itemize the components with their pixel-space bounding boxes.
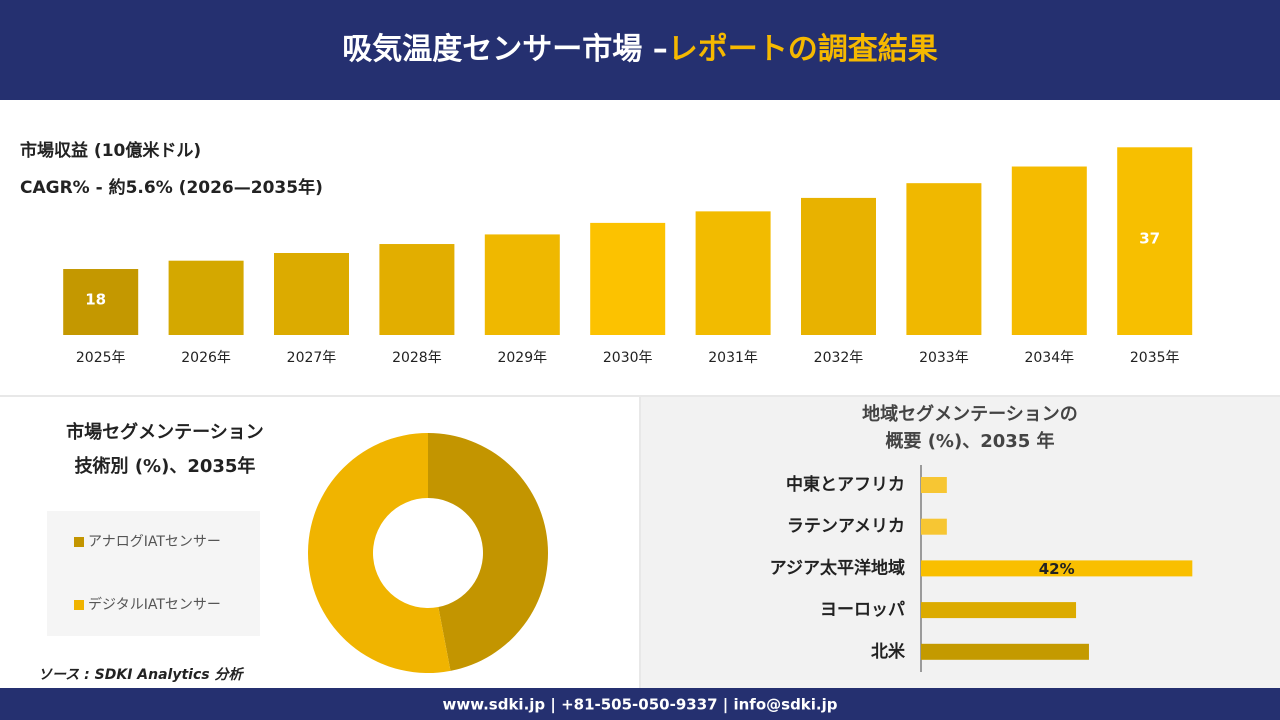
bar — [921, 560, 1193, 577]
x-tick-label: 2033年 — [919, 350, 969, 366]
x-tick-label: 2034年 — [1024, 350, 1074, 366]
legend-swatch — [74, 537, 84, 547]
bar — [590, 222, 666, 335]
x-tick-label: 2028年 — [392, 350, 442, 366]
chart-title: 地域セグメンテーションの — [862, 403, 1078, 425]
bar — [1011, 166, 1087, 335]
bar — [921, 602, 1077, 619]
right-panel — [641, 397, 1280, 688]
footer-contact: www.sdki.jp | +81-505-050-9337 | info@sd… — [442, 696, 837, 715]
chart-title: 市場セグメンテーション — [66, 421, 264, 443]
donut-slice — [307, 433, 451, 673]
x-tick-label: 2032年 — [814, 350, 864, 366]
x-tick-label: 2029年 — [497, 350, 547, 366]
source-note: ソース : SDKI Analytics 分析 — [38, 666, 244, 683]
y-tick-label: 中東とアフリカ — [786, 474, 905, 495]
bar — [484, 234, 560, 335]
bar — [906, 183, 982, 335]
data-label: 18 — [85, 291, 106, 309]
x-tick-label: 2026年 — [181, 350, 231, 366]
legend-swatch — [74, 600, 84, 610]
data-label: 37 — [1139, 230, 1160, 248]
bar — [63, 269, 139, 335]
bar — [921, 477, 947, 493]
bar — [274, 253, 349, 335]
chart-subtitle: CAGR% - 約5.6% (2026—2035年) — [20, 177, 323, 198]
x-tick-label: 2035年 — [1130, 350, 1180, 366]
bar — [921, 518, 947, 535]
bar — [695, 211, 771, 335]
bar — [168, 260, 244, 335]
data-label: 42% — [1039, 560, 1075, 578]
header-title: 吸気温度センサー市場 –レポートの調査結果 — [342, 32, 937, 67]
legend-box — [47, 511, 260, 636]
x-tick-label: 2031年 — [708, 350, 758, 366]
y-tick-label: ラテンアメリカ — [787, 517, 905, 537]
bar — [379, 244, 455, 335]
chart-title: 市場収益 (10億米ドル) — [20, 140, 201, 161]
y-tick-label: アジア太平洋地域 — [770, 557, 905, 578]
title-highlight: レポートの調査結果 — [668, 32, 938, 67]
x-tick-label: 2027年 — [287, 350, 337, 366]
legend-label: デジタルIATセンサー — [88, 596, 221, 613]
bar — [921, 643, 1089, 660]
bar — [801, 197, 876, 335]
x-tick-label: 2030年 — [603, 350, 653, 366]
chart-subtitle: 概要 (%)、2035 年 — [885, 430, 1054, 452]
title-main: 吸気温度センサー市場 – — [342, 32, 667, 67]
y-tick-label: ヨーロッパ — [820, 600, 905, 620]
y-tick-label: 北米 — [871, 641, 906, 662]
legend-label: アナログIATセンサー — [88, 534, 221, 550]
donut-slice — [428, 433, 548, 671]
x-tick-label: 2025年 — [76, 350, 126, 366]
header-band — [0, 0, 1280, 100]
chart-subtitle: 技術別 (%)、2035年 — [75, 455, 256, 477]
footer-band — [0, 688, 1280, 720]
bar — [1117, 147, 1193, 335]
